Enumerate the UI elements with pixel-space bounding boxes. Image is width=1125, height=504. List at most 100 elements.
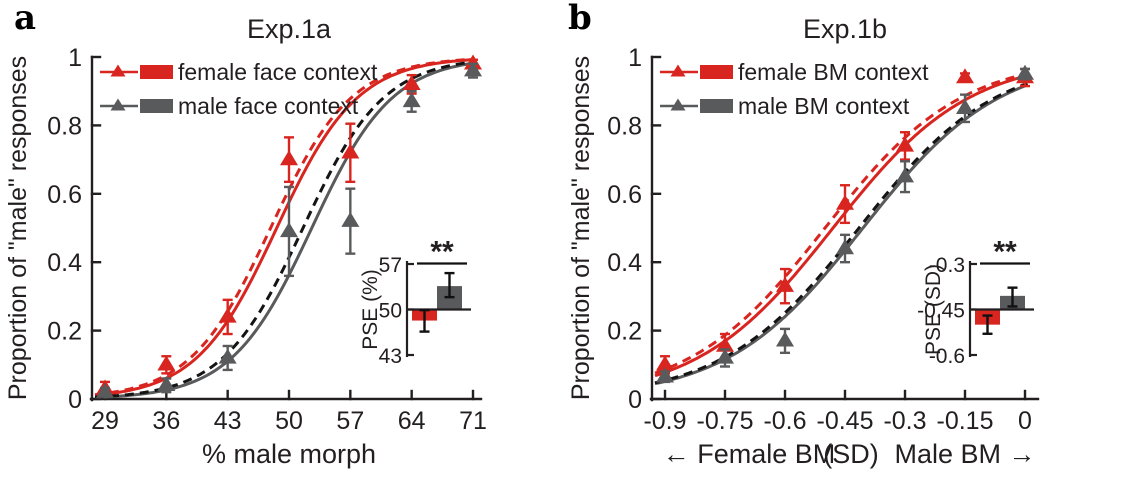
series-male [656, 64, 1034, 384]
x-tick-label: 36 [152, 407, 180, 435]
data-point-female [341, 143, 360, 159]
inset-tick-label: 50 [379, 300, 402, 323]
panel-letter-b: b [568, 0, 592, 38]
legend: female face context male face context [100, 59, 378, 119]
y-tick-label: 1 [628, 44, 642, 72]
series-male [96, 61, 482, 398]
x-tick-label: 29 [91, 407, 119, 435]
data-point-male [96, 382, 114, 398]
x-tick-label: -0.75 [697, 407, 754, 435]
inset-error-bar [419, 308, 430, 333]
data-point-female [218, 307, 237, 323]
y-tick-label: 1 [68, 44, 82, 72]
legend-label: female BM context [738, 59, 929, 85]
data-point-female [656, 355, 674, 371]
data-point-male [280, 222, 298, 238]
tick-labels: -0.9 -0.75 -0.6 -0.45 -0.3 -0.15 0 0 0.2 0.4 0.6 0.… [607, 44, 1032, 435]
x-axis-label: % male morph [202, 439, 376, 469]
inset-y-axis-label: PSE (%) [359, 269, 382, 350]
legend-triangle-marker [110, 64, 126, 77]
inset-tick-label: -0.3 [929, 254, 965, 277]
panel-letter-a: a [14, 0, 37, 38]
data-point-male [656, 367, 674, 383]
data-point-male [716, 348, 734, 364]
x-tick-label: -0.15 [937, 407, 994, 435]
legend-label: female face context [178, 59, 378, 85]
data-point-female [956, 68, 974, 84]
data-point-female [402, 75, 421, 91]
y-tick-label: 0.4 [47, 249, 82, 277]
legend: female BM context male BM context [660, 59, 929, 119]
panel-title: Exp.1b [803, 14, 887, 44]
y-tick-label: 0.8 [47, 112, 82, 140]
x-tick-label: 43 [214, 407, 242, 435]
panel-a-chart: 29 36 43 50 57 64 71 0 0.2 0.4 0.6 0.8 1 Exp.1a % male… [4, 14, 487, 469]
legend-label: male face context [178, 93, 359, 119]
panel-b-chart: -0.9 -0.75 -0.6 -0.45 -0.3 -0.15 0 0 0.2 0.4 0.6 0.… [567, 14, 1040, 469]
data-point-female [157, 355, 176, 371]
x-tick-label: 57 [336, 407, 364, 435]
y-tick-label: 0.6 [607, 181, 642, 209]
inset-error-bar [1007, 286, 1018, 308]
psychometric-curves [654, 72, 1029, 386]
x-axis-label: ← Female BM [663, 439, 836, 469]
axes [89, 55, 483, 402]
significance-stars: ** [430, 236, 454, 269]
y-tick-label: 0.4 [607, 249, 642, 277]
tick-labels: 29 36 43 50 57 64 71 0 0.2 0.4 0.6 0.8 1 [47, 44, 487, 435]
data-point-female [896, 136, 914, 152]
data-point-male [896, 167, 914, 183]
x-tick-label: 0 [1018, 407, 1032, 435]
inset-axis [405, 261, 471, 357]
legend-swatch [700, 99, 733, 113]
y-tick-label: 0.6 [47, 181, 82, 209]
panel-title: Exp.1a [247, 14, 332, 44]
legend-entry-male: male face context [100, 93, 359, 119]
data-point-female [836, 194, 854, 210]
y-tick-label: 0 [628, 386, 642, 414]
data-point-male [836, 239, 854, 255]
data-point-male [157, 376, 176, 392]
data-point-male [464, 61, 482, 77]
significance-stars: ** [993, 236, 1017, 269]
curve-female-solid [94, 58, 476, 397]
data-point-female [716, 336, 734, 352]
x-tick-label: -0.3 [883, 407, 926, 435]
data-point-male [956, 99, 974, 114]
data-point-male [1016, 64, 1034, 80]
x-tick-label: -0.9 [643, 407, 686, 435]
legend-swatch [140, 65, 173, 79]
y-tick-label: 0 [68, 386, 82, 414]
legend-label: male BM context [738, 93, 910, 119]
y-tick-label: 0.8 [607, 112, 642, 140]
inset-y-axis-label: PSE (SD) [922, 264, 945, 355]
x-tick-label: 50 [275, 407, 303, 435]
inset-error-bar [444, 271, 455, 299]
legend-entry-female: female face context [100, 59, 378, 85]
inset-tick-label: -0.6 [929, 345, 965, 368]
y-tick-label: 0.2 [607, 318, 642, 346]
y-axis-label: Proportion of "male" responses [567, 56, 595, 400]
x-tick-label: -0.45 [817, 407, 874, 435]
curve-female-dashed [94, 57, 476, 397]
legend-triangle-marker [670, 98, 686, 111]
data-point-male [341, 211, 360, 227]
data-point-female [280, 150, 298, 166]
data-point-male [218, 348, 237, 364]
x-tick-label: -0.6 [763, 407, 806, 435]
axes [649, 55, 1040, 402]
panel-a: a 29 36 43 50 57 64 71 0 0.2 0.4 0.6 0.8 1 Exp.1a % ma… [4, 0, 487, 469]
inset-error-bar [982, 314, 993, 335]
legend-entry-male: male BM context [660, 93, 910, 119]
panel-b: b -0.9 -0.75 -0.6 -0.45 -0.3 -0.15 0 0 0.2 0.4 0.6… [563, 0, 1125, 504]
x-tick-label: 64 [398, 407, 426, 435]
y-tick-label: 0.2 [47, 318, 82, 346]
curve-male-dashed [654, 82, 1029, 385]
legend-triangle-marker [670, 64, 686, 77]
legend-entry-female: female BM context [660, 59, 929, 85]
x-axis-label: (SD) [823, 439, 879, 469]
curve-female-solid [654, 74, 1028, 378]
